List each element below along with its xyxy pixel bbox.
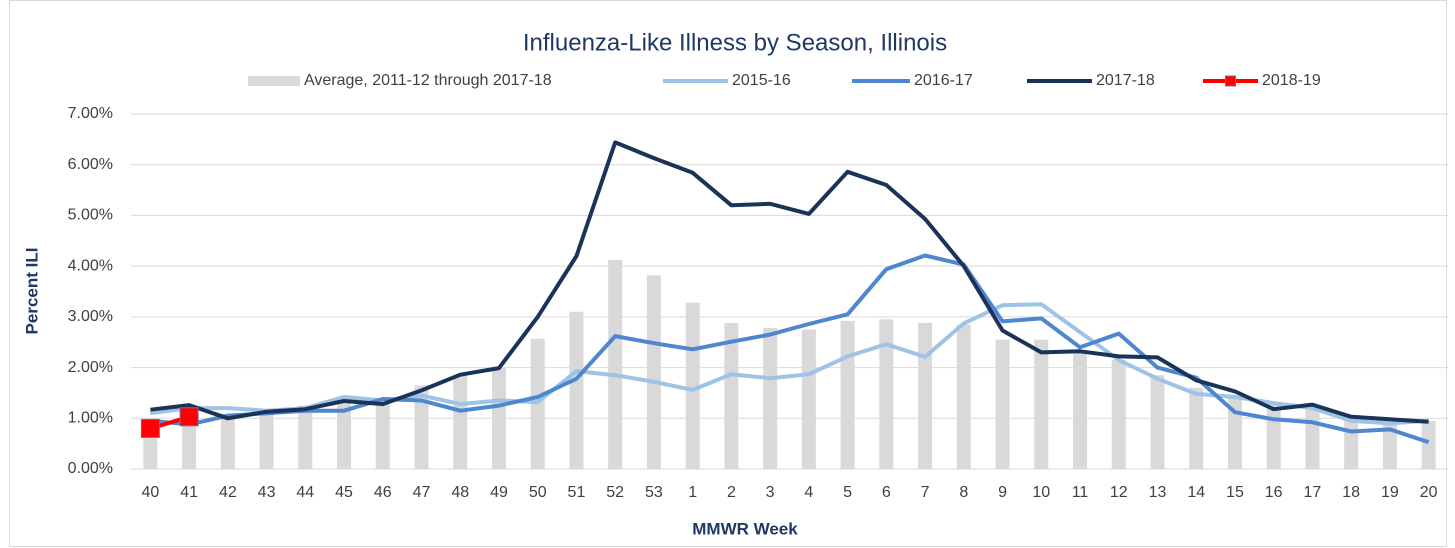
y-tick-label: 1.00%: [68, 410, 113, 427]
bar: [1227, 398, 1242, 469]
legend-label: 2017-18: [1096, 72, 1155, 89]
x-tick-label: 12: [1110, 484, 1128, 501]
x-tick-label: 20: [1420, 484, 1438, 501]
bar: [182, 415, 197, 469]
bar: [220, 413, 235, 469]
y-axis-title: Percent ILI: [22, 248, 41, 335]
bar: [918, 322, 933, 469]
legend-label: 2015-16: [732, 72, 791, 89]
y-tick-label: 2.00%: [68, 359, 113, 376]
legend-marker: [1225, 75, 1236, 87]
x-tick-label: 13: [1149, 484, 1167, 501]
x-tick-label: 45: [335, 484, 353, 501]
bar: [1073, 349, 1088, 469]
bar: [1189, 387, 1204, 469]
x-tick-label: 42: [219, 484, 237, 501]
x-tick-label: 52: [606, 484, 624, 501]
marker: [179, 407, 199, 427]
line: [150, 140, 1429, 424]
bar: [685, 302, 700, 469]
legend-label: Average, 2011-12 through 2017-18: [304, 72, 552, 89]
bar: [1344, 415, 1359, 469]
bar: [453, 375, 468, 469]
x-axis-title: MMWR Week: [692, 519, 798, 538]
bar: [491, 367, 506, 469]
x-tick-label: 9: [998, 484, 1007, 501]
bar: [375, 398, 390, 469]
x-tick-label: 5: [843, 484, 852, 501]
bar: [801, 329, 816, 469]
marker: [140, 418, 160, 438]
bar: [995, 339, 1010, 469]
x-tick-label: 47: [413, 484, 431, 501]
x-tick-label: 19: [1381, 484, 1399, 501]
x-tick-label: 53: [645, 484, 663, 501]
bar: [1034, 339, 1049, 469]
bar: [879, 319, 894, 469]
bar: [956, 324, 971, 469]
x-tick-label: 40: [141, 484, 159, 501]
y-tick-label: 0.00%: [68, 460, 113, 477]
x-tick-label: 6: [882, 484, 891, 501]
x-tick-label: 2: [727, 484, 736, 501]
x-tick-label: 44: [296, 484, 314, 501]
bar: [724, 322, 739, 469]
x-tick-label: 50: [529, 484, 547, 501]
chart-title: Influenza-Like Illness by Season, Illino…: [523, 29, 947, 56]
x-tick-label: 15: [1226, 484, 1244, 501]
bar: [337, 403, 352, 469]
x-tick-label: 18: [1342, 484, 1360, 501]
x-tick-label: 46: [374, 484, 392, 501]
bar: [1382, 420, 1397, 469]
line: [150, 253, 1430, 445]
x-tick-label: 17: [1304, 484, 1322, 501]
x-tick-label: 51: [568, 484, 586, 501]
x-tick-label: 14: [1187, 484, 1205, 501]
bar: [763, 328, 778, 469]
bar: [569, 311, 584, 469]
legend-swatch: [248, 76, 300, 86]
x-tick-label: 1: [688, 484, 697, 501]
bar: [1421, 420, 1436, 469]
bar: [608, 260, 623, 469]
x-tick-label: 4: [804, 484, 813, 501]
bar: [1305, 408, 1320, 469]
bar: [414, 385, 429, 469]
x-tick-label: 3: [766, 484, 775, 501]
legend-label: 2016-17: [914, 72, 973, 89]
x-tick-label: 49: [490, 484, 508, 501]
x-tick-label: 16: [1265, 484, 1283, 501]
x-tick-label: 48: [451, 484, 469, 501]
x-tick-label: 43: [258, 484, 276, 501]
x-tick-label: 8: [959, 484, 968, 501]
bar: [646, 275, 661, 469]
y-tick-label: 6.00%: [68, 156, 113, 173]
y-tick-label: 5.00%: [68, 207, 113, 224]
bar: [840, 320, 855, 469]
bar: [1111, 359, 1126, 469]
x-tick-label: 41: [180, 484, 198, 501]
x-tick-label: 7: [921, 484, 930, 501]
bar: [298, 405, 313, 469]
bar: [1150, 375, 1165, 469]
y-tick-label: 3.00%: [68, 308, 113, 325]
x-tick-label: 11: [1072, 484, 1089, 501]
x-tick-label: 10: [1032, 484, 1050, 501]
y-tick-label: 7.00%: [68, 105, 113, 122]
bar: [1266, 403, 1281, 469]
bar: [259, 410, 274, 469]
y-tick-label: 4.00%: [68, 257, 113, 274]
legend-label: 2018-19: [1262, 72, 1321, 89]
